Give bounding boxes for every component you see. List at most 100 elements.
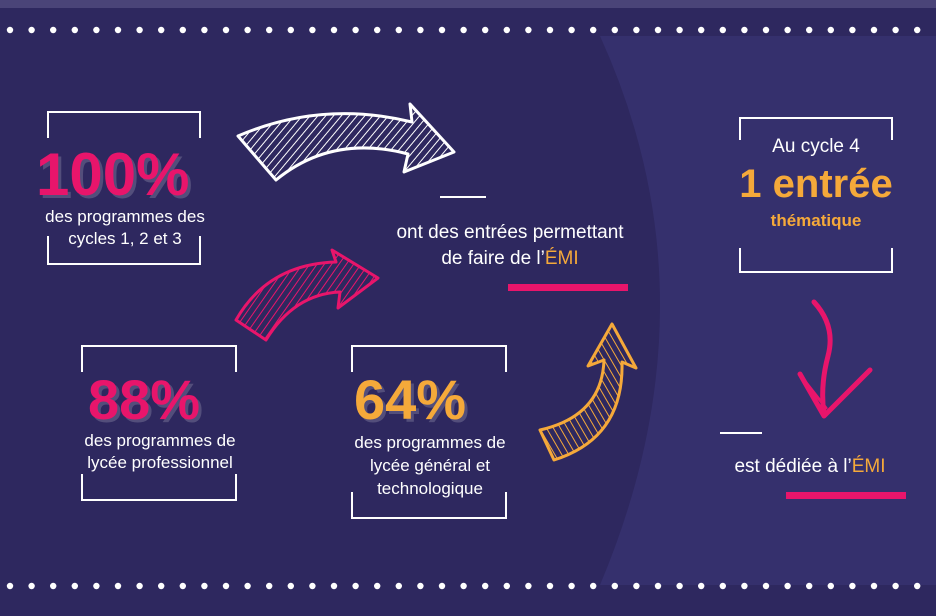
border-dot [611, 26, 618, 34]
border-dot [352, 26, 359, 34]
border-dot [222, 26, 230, 34]
border-dot [806, 582, 813, 590]
border-dot [525, 26, 532, 34]
border-dot [698, 26, 705, 34]
white-arrow-icon [236, 102, 456, 182]
border-dot [654, 582, 662, 590]
border-dot [374, 26, 381, 34]
border-dot [482, 582, 489, 590]
border-dot [417, 582, 424, 590]
border-dot [914, 582, 921, 590]
border-dot [892, 26, 899, 34]
border-dot [158, 26, 165, 34]
border-dot [503, 582, 510, 590]
cycle4-big: 1 entrée [739, 162, 893, 206]
border-dot [222, 582, 230, 590]
border-dot [806, 26, 813, 34]
stat-64-label-2: lycée général et [369, 456, 491, 475]
border-dot [525, 582, 532, 590]
border-dot [266, 26, 273, 34]
border-dot [719, 582, 726, 590]
pink-arrow-icon [234, 248, 380, 342]
border-dot [395, 26, 402, 34]
border-dot [244, 26, 251, 34]
border-dot [568, 26, 575, 34]
border-dot [460, 582, 467, 590]
top-strip [0, 0, 936, 8]
border-dot [374, 582, 381, 590]
border-dot [50, 582, 57, 590]
border-dot [590, 582, 597, 590]
border-dot [6, 582, 14, 590]
border-dot [741, 26, 748, 34]
border-dot [460, 26, 467, 34]
border-dot [179, 26, 186, 34]
border-dot [676, 582, 683, 590]
stat-88-value: 88% [88, 368, 201, 431]
border-dot [266, 582, 273, 590]
border-dot [849, 582, 856, 590]
border-dot [201, 26, 208, 34]
border-dot [892, 582, 899, 590]
dediee-underline [786, 492, 906, 499]
center-line-2-prefix: de faire de l’ [441, 248, 545, 269]
dediee-prefix: est dédiée à l’ [734, 456, 852, 477]
border-dot [568, 582, 575, 590]
border-dot [503, 26, 510, 34]
cycle4-sub: thématique [770, 211, 862, 230]
frame-64 [351, 345, 507, 519]
border-dot [395, 582, 402, 590]
border-dot [6, 26, 14, 34]
stat-100-label-1: des programmes des [45, 207, 205, 226]
border-dot [611, 582, 618, 590]
border-dot [352, 582, 359, 590]
pink-down-arrow-icon [797, 299, 873, 419]
border-dot [870, 26, 878, 34]
stat-64-value: 64% [354, 368, 467, 431]
border-dot [244, 582, 251, 590]
border-dot [719, 26, 726, 34]
border-dot [136, 582, 143, 590]
border-dot [28, 582, 35, 590]
dediee-dash [720, 432, 762, 434]
center-dash [440, 196, 486, 198]
border-dot [849, 26, 856, 34]
stat-100-label-2: cycles 1, 2 et 3 [68, 229, 182, 248]
border-dot [330, 26, 338, 34]
border-dot [93, 26, 100, 34]
border-dot [870, 582, 878, 590]
border-dot [482, 26, 489, 34]
border-dot [762, 582, 770, 590]
stat-64-label-3: technologique [377, 479, 483, 498]
dotted-border-bottom [6, 582, 921, 590]
stat-88-label-1: des programmes de [84, 431, 236, 450]
border-dot [633, 26, 640, 34]
center-underline [508, 284, 628, 291]
border-dot [417, 26, 424, 34]
border-dot [914, 26, 921, 34]
border-dot [28, 26, 35, 34]
border-dot [633, 582, 640, 590]
border-dot [762, 26, 770, 34]
border-dot [287, 26, 294, 34]
stat-64-label-1: des programmes de [354, 433, 506, 452]
border-dot [438, 582, 446, 590]
border-dot [71, 582, 79, 590]
border-dot [114, 26, 122, 34]
border-dot [438, 26, 446, 34]
border-dot [698, 582, 705, 590]
border-dot [330, 582, 338, 590]
border-dot [676, 26, 683, 34]
frame-88 [81, 345, 237, 501]
border-dot [590, 26, 597, 34]
center-line-2: de faire de l’ÉMI [340, 248, 680, 270]
cycle4-heading: Au cycle 4 [772, 136, 860, 157]
center-emi: ÉMI [544, 248, 579, 269]
border-dot [158, 582, 165, 590]
border-dot [546, 26, 554, 34]
frame-cycle4 [739, 117, 893, 273]
stat-88-label-2: lycée professionnel [87, 453, 233, 472]
border-dot [71, 26, 79, 34]
border-dot [179, 582, 186, 590]
